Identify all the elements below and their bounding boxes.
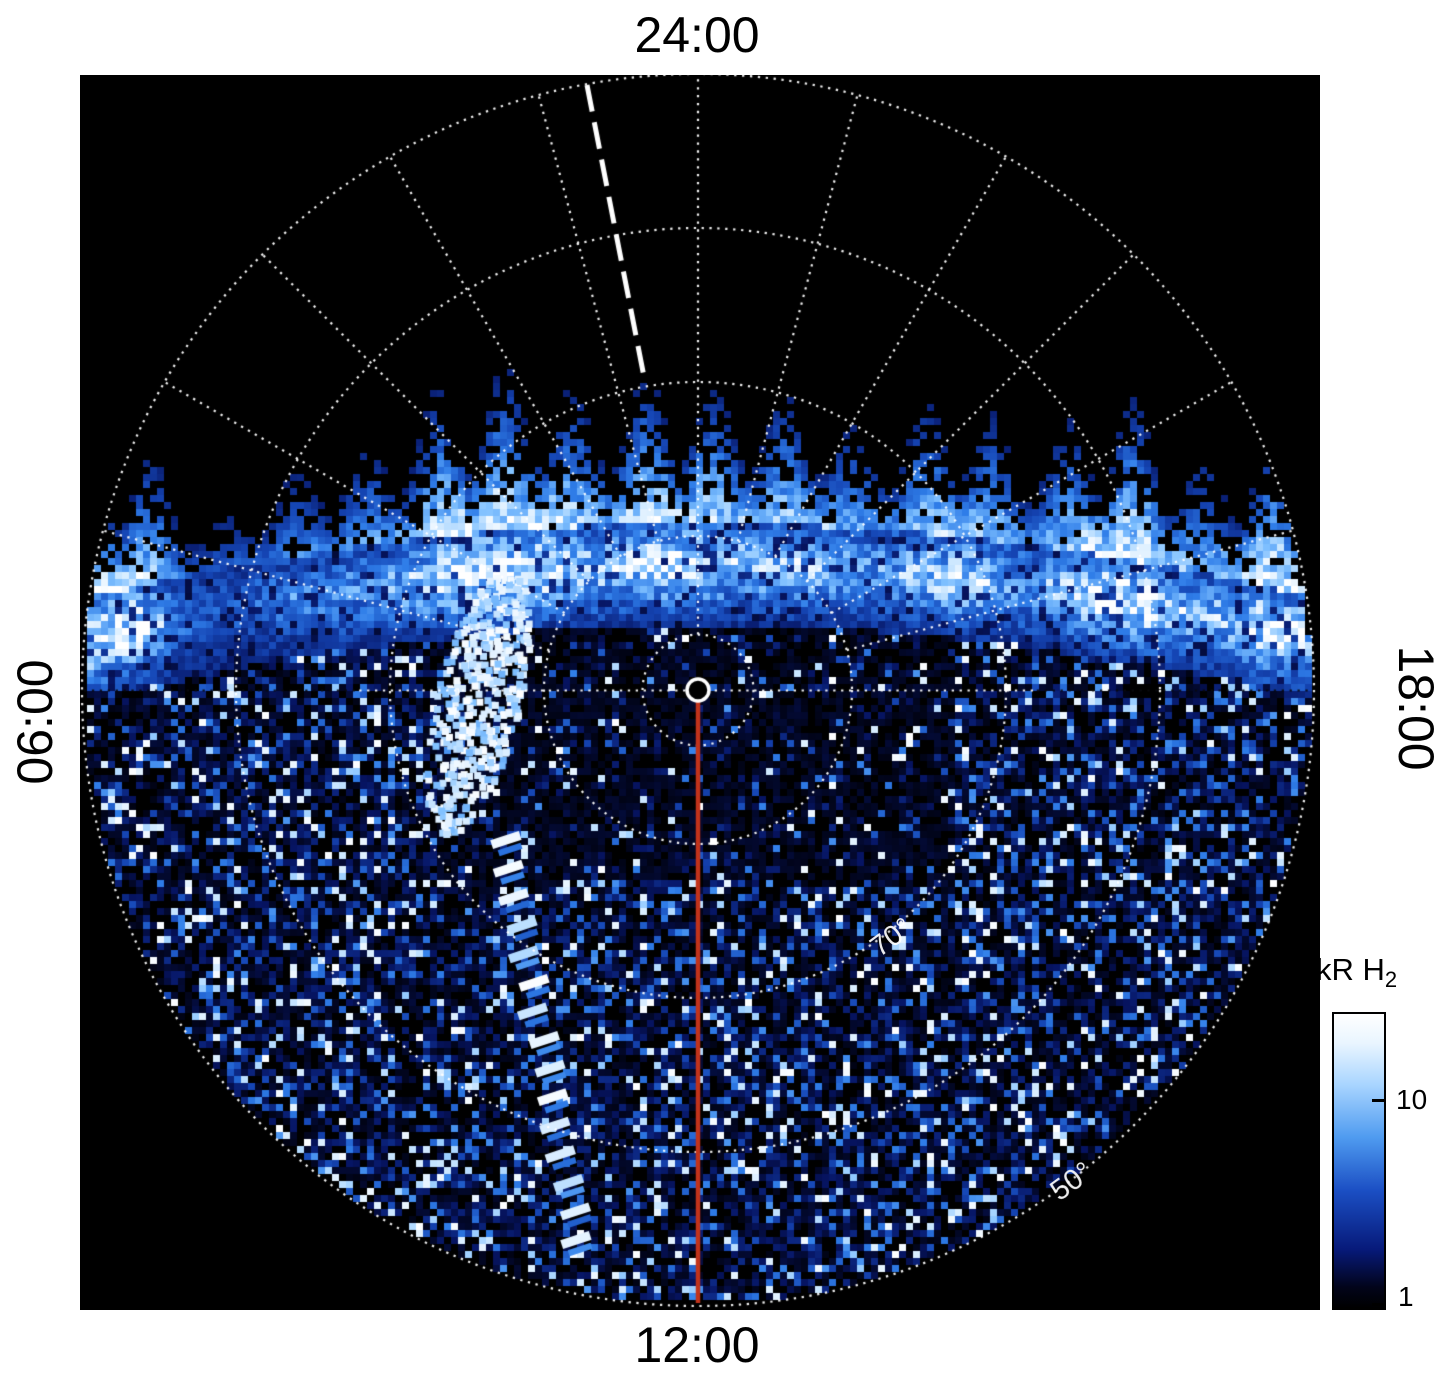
plot-panel: 70° 50°	[80, 75, 1320, 1310]
lt-label-1200: 12:00	[634, 1317, 760, 1373]
polar-heatmap-canvas	[80, 75, 1320, 1310]
lt-label-2400: 24:00	[634, 7, 760, 63]
colorbar-gradient	[1332, 1012, 1386, 1310]
colorbar-tick-1	[1372, 1303, 1384, 1306]
lt-label-0600: 06:00	[7, 659, 63, 785]
colorbar-title: kR H2	[1316, 952, 1397, 993]
lt-label-1800: 18:00	[1388, 645, 1444, 771]
colorbar-tick-label-10: 10	[1396, 1084, 1428, 1115]
colorbar-title-sub: 2	[1384, 967, 1398, 993]
colorbar-title-main: kR H	[1316, 952, 1385, 987]
colorbar-tick-label-1: 1	[1398, 1281, 1414, 1312]
colorbar-tick-10	[1372, 1099, 1384, 1102]
